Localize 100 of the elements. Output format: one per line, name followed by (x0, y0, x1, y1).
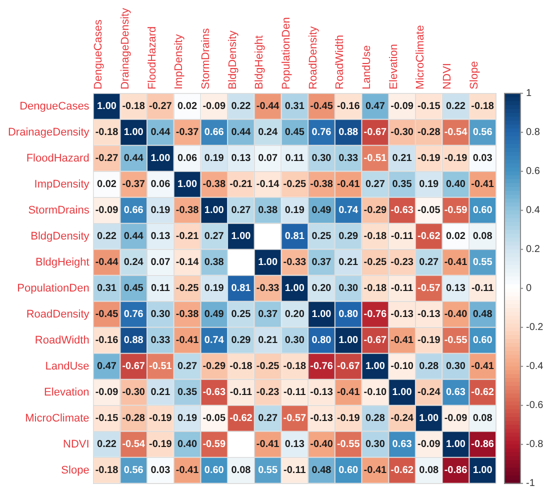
color-bar-label: 0.4 (526, 205, 540, 216)
data-label: -0.55 (336, 439, 360, 450)
data-label: 0.47 (365, 101, 386, 112)
data-label: -0.67 (364, 127, 388, 138)
data-label: 0.11 (285, 153, 305, 164)
data-label: 0.08 (231, 465, 252, 476)
data-label: -0.11 (390, 283, 414, 294)
data-label: 0.38 (204, 257, 224, 268)
data-label: 0.60 (472, 205, 493, 216)
data-label: 1.00 (419, 413, 440, 424)
data-label: -0.05 (202, 413, 226, 424)
data-label: 0.49 (312, 205, 332, 216)
data-label: 1.00 (312, 309, 332, 320)
x-tick-label: LandUse (361, 45, 374, 90)
data-label: -0.25 (256, 361, 280, 372)
data-label: 0.47 (97, 361, 117, 372)
data-label: -0.09 (390, 101, 414, 112)
data-label: -0.18 (95, 127, 119, 138)
data-label: -0.09 (95, 387, 119, 398)
data-label: -0.62 (471, 387, 494, 398)
data-label: 0.20 (284, 309, 305, 320)
data-label: 0.88 (124, 335, 144, 346)
data-label: 0.37 (312, 257, 332, 268)
data-label: 0.88 (338, 127, 359, 138)
y-tick-label: PopulationDen (17, 282, 90, 294)
data-label: 0.45 (284, 127, 305, 138)
x-tick-label: NDVI (442, 63, 454, 90)
data-label: 0.28 (365, 413, 386, 424)
data-label: 0.27 (419, 257, 440, 268)
data-label: -0.19 (336, 413, 360, 424)
data-label: -0.62 (230, 413, 253, 424)
data-label: 0.63 (446, 387, 466, 398)
data-label: -0.11 (230, 387, 253, 398)
data-label: 0.06 (178, 153, 198, 164)
data-label: 0.56 (124, 465, 144, 476)
data-label: -0.41 (444, 257, 468, 268)
y-tick-label: FloodHazard (26, 152, 90, 164)
data-label: 0.30 (338, 283, 359, 294)
data-label: -0.05 (417, 205, 441, 216)
color-bar-label: 0 (526, 283, 532, 294)
y-tick-label: StormDrains (28, 204, 90, 216)
data-label: 0.30 (150, 309, 171, 320)
data-label: -0.24 (417, 387, 441, 398)
data-label: -0.38 (202, 179, 226, 190)
x-tick-label: BldgDensity (226, 30, 239, 90)
data-label: 0.19 (284, 205, 305, 216)
data-label: -0.19 (444, 153, 468, 164)
data-label: 0.13 (446, 283, 466, 294)
data-label: 0.33 (150, 335, 171, 346)
data-label: 0.24 (258, 127, 278, 138)
data-label: 0.30 (446, 361, 466, 372)
data-label: 0.49 (204, 309, 224, 320)
data-label: 1.00 (446, 439, 466, 450)
data-label: 0.27 (231, 205, 252, 216)
y-tick-label: ImpDensity (34, 178, 90, 190)
data-label: 0.44 (231, 127, 252, 138)
data-label: -0.67 (122, 361, 146, 372)
data-label: 0.27 (178, 361, 198, 372)
color-bar-label: -0.6 (526, 400, 544, 412)
data-label: 0.45 (124, 283, 144, 294)
data-label: 1.00 (338, 335, 359, 346)
data-label: -0.18 (471, 101, 494, 112)
data-label: 0.13 (284, 439, 305, 450)
data-label: -0.24 (390, 413, 414, 424)
data-label: -0.41 (364, 465, 388, 476)
data-label: -0.19 (149, 439, 172, 450)
x-tick-label: Elevation (388, 44, 400, 90)
data-label: 0.03 (472, 153, 493, 164)
data-label: -0.18 (230, 361, 253, 372)
data-label: -0.51 (364, 153, 388, 164)
data-label: 0.56 (472, 127, 493, 138)
data-label: 0.29 (231, 335, 252, 346)
data-label: 0.40 (446, 179, 466, 190)
data-label: 1.00 (150, 153, 171, 164)
data-label: 0.40 (178, 439, 198, 450)
data-label: -0.67 (364, 335, 388, 346)
data-label: 0.35 (178, 387, 198, 398)
data-label: -0.23 (390, 257, 414, 268)
data-label: -0.18 (364, 283, 388, 294)
data-label: 1.00 (124, 127, 144, 138)
data-label: 0.22 (231, 101, 252, 112)
data-label: 0.60 (472, 335, 493, 346)
data-label: 0.08 (472, 413, 493, 424)
data-label: -0.18 (122, 101, 146, 112)
data-label: 0.30 (365, 439, 386, 450)
y-tick-label: LandUse (45, 360, 90, 372)
data-label: -0.41 (176, 465, 200, 476)
data-label: 0.22 (446, 101, 466, 112)
y-tick-label: Elevation (44, 386, 90, 398)
data-label: 0.19 (204, 153, 224, 164)
data-label: -0.38 (310, 179, 334, 190)
data-label: 0.06 (150, 179, 171, 190)
data-label: -0.18 (283, 361, 306, 372)
data-label: 1.00 (284, 283, 305, 294)
data-label: -0.16 (336, 101, 360, 112)
data-label: 0.74 (338, 205, 359, 216)
data-label: -0.41 (471, 179, 494, 190)
data-label: 0.33 (338, 153, 359, 164)
data-label: -0.86 (471, 439, 494, 450)
data-label: 0.02 (446, 231, 466, 242)
